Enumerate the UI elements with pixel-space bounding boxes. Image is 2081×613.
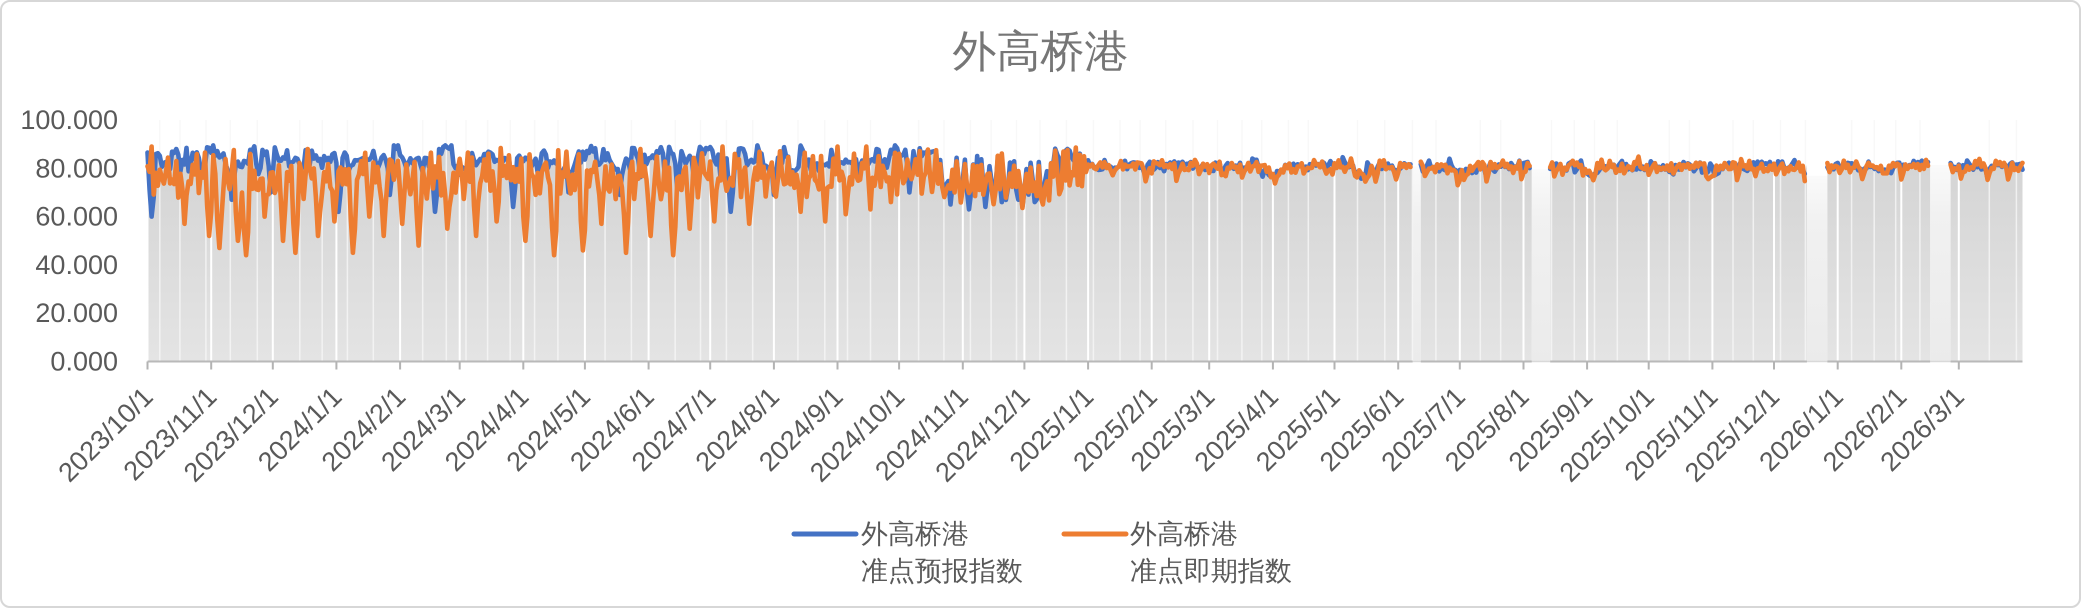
svg-text:60.000: 60.000 (35, 202, 118, 232)
svg-text:0.000: 0.000 (50, 347, 118, 377)
svg-text:40.000: 40.000 (35, 250, 118, 280)
svg-text:80.000: 80.000 (35, 153, 118, 183)
svg-text:20.000: 20.000 (35, 298, 118, 328)
svg-text:100.000: 100.000 (20, 105, 118, 135)
